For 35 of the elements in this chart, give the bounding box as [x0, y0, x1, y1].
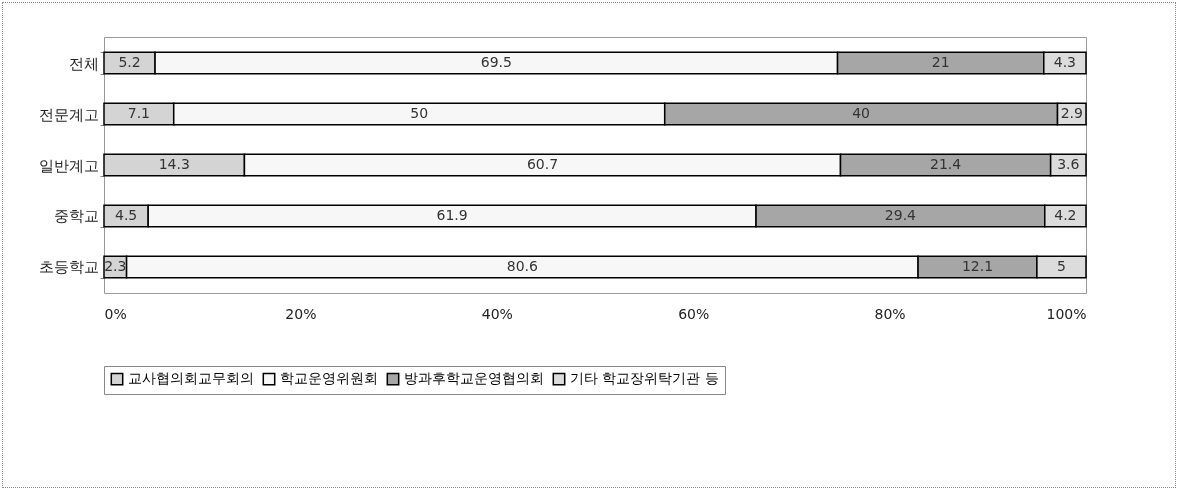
x-tick-label: 100%: [1046, 305, 1087, 322]
y-tick-label: 전문계고: [38, 105, 99, 124]
legend-label: 방과후학교운영협의회: [404, 370, 544, 387]
y-tick-label: 전체: [68, 54, 99, 73]
data-label: 3.6: [1057, 156, 1080, 172]
x-tick-label: 40%: [481, 305, 513, 322]
data-label: 21: [931, 54, 950, 71]
data-label: 12.1: [961, 257, 994, 274]
y-tick-label: 중학교: [53, 207, 99, 226]
data-label: 4.3: [1053, 54, 1077, 71]
data-label: 69.5: [480, 54, 512, 71]
legend-label: 교사협의회교무회의: [128, 370, 254, 387]
y-tick-label: 일반계고: [38, 156, 99, 175]
x-tick-label: 20%: [285, 305, 317, 322]
data-label: 61.9: [436, 207, 468, 223]
data-label: 7.1: [127, 105, 150, 121]
x-tick-label: 60%: [678, 305, 710, 322]
data-label: 50: [410, 105, 429, 121]
data-label: 4.5: [114, 207, 138, 223]
data-label: 2.9: [1060, 105, 1083, 121]
data-label: 29.4: [884, 207, 917, 223]
legend-label: 학교운영위원회: [280, 370, 378, 387]
x-tick-label: 80%: [874, 305, 906, 322]
data-label: 5: [1056, 257, 1066, 274]
data-label: 2.3: [104, 257, 127, 274]
data-label: 5.2: [118, 54, 141, 71]
data-label: 4.2: [1054, 207, 1077, 223]
y-tick-label: 초등학교: [38, 258, 99, 277]
data-label: 60.7: [526, 156, 559, 172]
legend-label: 기타 학교장위탁기관 등: [570, 370, 719, 387]
x-tick-label: 0%: [104, 305, 127, 322]
data-label: 40: [852, 105, 871, 121]
data-label: 14.3: [158, 156, 190, 172]
data-label: 80.6: [506, 257, 539, 274]
data-label: 21.4: [929, 156, 962, 172]
